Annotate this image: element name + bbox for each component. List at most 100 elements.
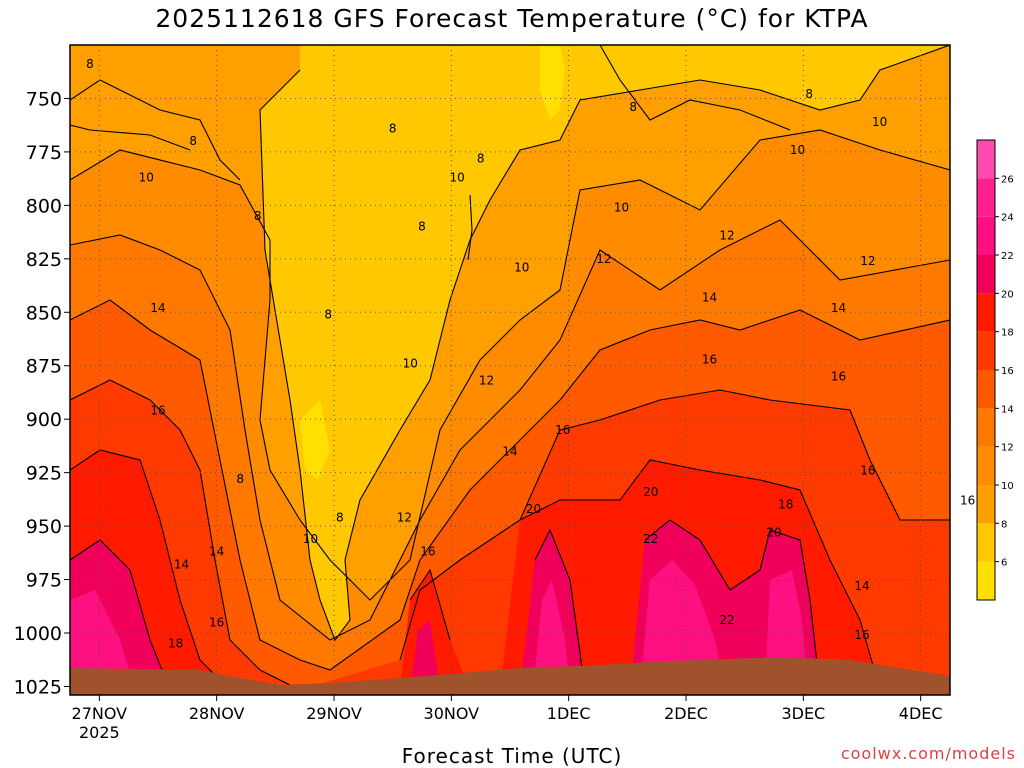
colorbar: 6 8 10 12 14 16 18 20 22 24 26 xyxy=(976,139,1014,601)
contour-label: 8 xyxy=(86,57,94,71)
colorbar-label: 10 xyxy=(1001,481,1014,492)
contour-label: 16 xyxy=(555,423,570,437)
contour-label: 16 xyxy=(209,615,224,629)
contour-label: 8 xyxy=(629,100,637,114)
contour-label: 16 xyxy=(702,352,717,366)
contour-label: 16 xyxy=(960,493,975,507)
x-axis-label: Forecast Time (UTC) xyxy=(401,744,623,768)
contour-label: 18 xyxy=(168,637,183,651)
colorbar-label: 26 xyxy=(1001,174,1014,185)
colorbar-bin xyxy=(977,561,995,600)
y-tick-label: 875 xyxy=(26,356,62,378)
contour-label: 10 xyxy=(790,143,805,157)
colorbar-bin xyxy=(977,216,995,255)
contour-label: 10 xyxy=(450,171,465,185)
field-cool-6-8 xyxy=(80,45,950,640)
contour-label: 8 xyxy=(805,87,813,101)
contour-label: 12 xyxy=(596,252,611,266)
contour-label: 16 xyxy=(150,404,165,418)
colorbar-label: 14 xyxy=(1001,404,1014,415)
y-tick-label: 950 xyxy=(26,516,62,538)
colorbar-bin xyxy=(977,255,995,294)
contour-label: 18 xyxy=(778,498,793,512)
colorbar-bin xyxy=(977,370,995,409)
x-tick-label: 3DEC xyxy=(781,704,825,723)
contour-label: 8 xyxy=(254,209,262,223)
y-tick-label: 775 xyxy=(26,142,62,164)
contour-label: 8 xyxy=(418,220,426,234)
contour-label: 14 xyxy=(150,301,165,315)
colorbar-bin xyxy=(977,446,995,485)
contour-label: 20 xyxy=(766,526,781,540)
source-credit[interactable]: coolwx.com/models xyxy=(840,744,1016,763)
field-cool-4-6 xyxy=(300,45,565,480)
x-axis: 27NOV 28NOV 29NOV 30NOV 1DEC 2DEC 3DEC 4DEC 2025 xyxy=(72,695,943,742)
x-tick-sublabel: 2025 xyxy=(79,723,120,742)
contour-label: 8 xyxy=(236,472,244,486)
y-tick-label: 750 xyxy=(26,88,62,110)
y-tick-label: 825 xyxy=(26,249,62,271)
colorbar-label: 8 xyxy=(1001,519,1007,530)
contour-label: 10 xyxy=(614,201,629,215)
field-22-24 xyxy=(70,560,808,690)
colorbar-label: 6 xyxy=(1001,558,1007,569)
x-tick-label: 1DEC xyxy=(547,704,591,723)
colorbar-bin xyxy=(977,140,995,179)
contour-label: 22 xyxy=(643,532,658,546)
x-tick-label: 30NOV xyxy=(424,704,480,723)
x-tick-label: 4DEC xyxy=(899,704,943,723)
y-tick-label: 1000 xyxy=(14,623,62,645)
contour-label: 12 xyxy=(860,254,875,268)
contour-label: 16 xyxy=(420,545,435,559)
contour-label: 14 xyxy=(831,301,846,315)
colorbar-label: 16 xyxy=(1001,366,1014,377)
colorbar-label: 24 xyxy=(1001,213,1014,224)
contour-label: 12 xyxy=(397,511,412,525)
contour-label: 14 xyxy=(854,579,869,593)
y-axis: 750 775 800 825 850 875 900 925 950 975 1000 1025 xyxy=(14,88,70,698)
contour-label: 8 xyxy=(389,121,397,135)
x-tick-label: 28NOV xyxy=(189,704,245,723)
contour-labels: 8 8 10 8 8 8 10 8 8 8 10 10 10 10 12 12 12 14 14 14 8 10 12 16 1… xyxy=(86,57,975,650)
colorbar-label: 12 xyxy=(1001,443,1014,454)
contour-label: 10 xyxy=(514,260,529,274)
contour-label: 14 xyxy=(209,545,224,559)
colorbar-bin xyxy=(977,178,995,217)
contour-label: 14 xyxy=(702,290,717,304)
x-tick-label: 2DEC xyxy=(664,704,708,723)
x-tick-label: 27NOV xyxy=(72,704,128,723)
y-tick-label: 925 xyxy=(26,463,62,485)
colorbar-bin xyxy=(977,293,995,332)
contour-label: 8 xyxy=(477,151,485,165)
contour-label: 20 xyxy=(643,485,658,499)
plot-frame xyxy=(69,44,951,696)
colorbar-label: 22 xyxy=(1001,251,1014,262)
x-tick-label: 29NOV xyxy=(306,704,362,723)
y-tick-label: 800 xyxy=(26,195,62,217)
contour-label: 16 xyxy=(854,628,869,642)
contour-label: 10 xyxy=(303,532,318,546)
colorbar-bin xyxy=(977,523,995,562)
contour-label: 10 xyxy=(139,171,154,185)
contour-label: 20 xyxy=(526,502,541,516)
contour-label: 22 xyxy=(719,613,734,627)
contour-label: 8 xyxy=(336,511,344,525)
colorbar-bin xyxy=(977,331,995,370)
contour-label: 8 xyxy=(189,134,197,148)
colorbar-bin xyxy=(977,408,995,447)
y-tick-label: 850 xyxy=(26,302,62,324)
contour-label: 16 xyxy=(831,369,846,383)
colorbar-label: 18 xyxy=(1001,328,1014,339)
contour-label: 8 xyxy=(324,307,332,321)
contour-label: 16 xyxy=(860,463,875,477)
contour-label: 10 xyxy=(403,357,418,371)
y-tick-label: 975 xyxy=(26,570,62,592)
contour-label: 12 xyxy=(719,228,734,242)
contour-label: 12 xyxy=(479,374,494,388)
ground-surface xyxy=(70,657,950,695)
contour-label: 14 xyxy=(502,444,517,458)
contour-label: 14 xyxy=(174,558,189,572)
contour-label: 10 xyxy=(872,115,887,129)
colorbar-label: 20 xyxy=(1001,289,1014,300)
